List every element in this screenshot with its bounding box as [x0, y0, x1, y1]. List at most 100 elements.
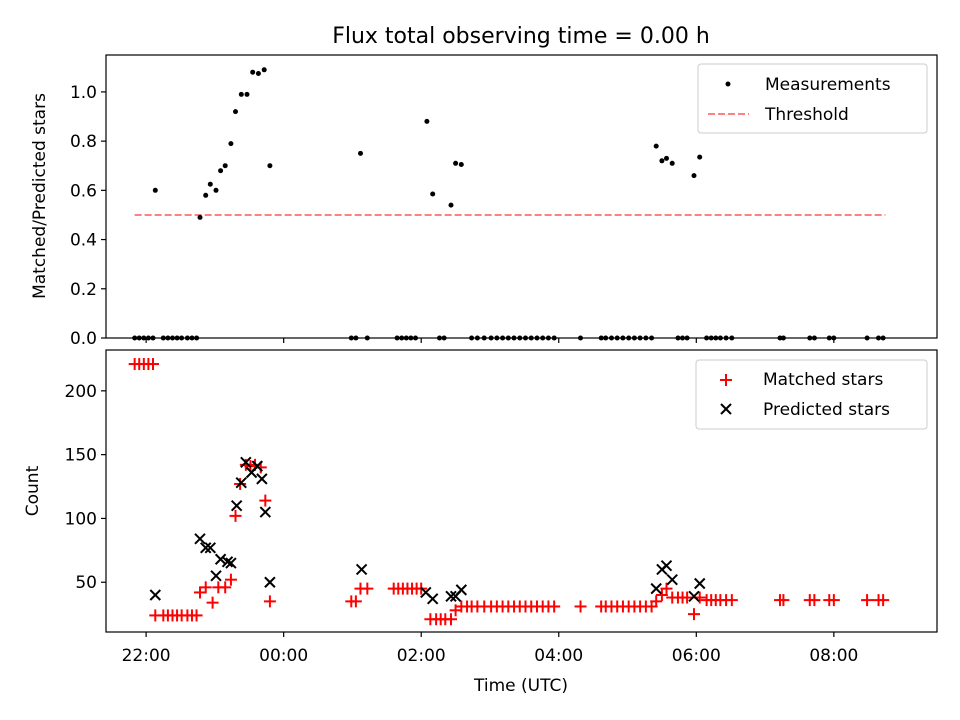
x-tick-label: 04:00	[534, 646, 583, 666]
predicted-stars-point	[194, 533, 206, 545]
x-tick-label: 00:00	[259, 646, 308, 666]
top-y-tick-label: 0.0	[70, 329, 97, 349]
measurement-point	[659, 158, 665, 164]
matched-stars-point	[688, 608, 701, 621]
top-y-axis-label: Matched/Predicted stars	[30, 93, 50, 299]
measurement-point	[458, 162, 464, 167]
matched-stars-point	[445, 613, 458, 626]
matched-stars-point	[146, 358, 159, 371]
matched-stars-point	[827, 594, 840, 607]
bottom-legend-box	[695, 359, 928, 430]
legend-predicted-label: Predicted stars	[763, 400, 890, 420]
predicted-stars-point	[200, 542, 212, 554]
bottom-y-axis-label: Count	[23, 465, 43, 516]
legend-measurements-label: Measurements	[765, 75, 891, 95]
matched-stars-point	[650, 595, 663, 608]
matched-stars-point	[349, 595, 362, 608]
bottom-y-tick-label: 50	[75, 573, 97, 593]
top-y-tick-label: 0.2	[70, 280, 97, 300]
predicted-stars-point	[666, 573, 678, 586]
x-tick-label: 22:00	[122, 646, 171, 666]
legend-threshold-label: Threshold	[764, 105, 849, 125]
measurement-point	[358, 150, 363, 156]
matched-stars-point	[660, 582, 673, 595]
measurement-point	[653, 143, 659, 149]
measurement-point	[250, 69, 256, 75]
predicted-stars-point	[225, 557, 237, 569]
matched-stars-point	[229, 509, 242, 522]
predicted-stars-point	[694, 577, 706, 590]
legend-predicted-marker	[720, 403, 732, 415]
matched-stars-point	[219, 581, 232, 594]
matched-stars-point	[574, 600, 587, 613]
top-y-tick-label: 0.8	[70, 132, 97, 152]
top-y-tick-label: 1.0	[70, 83, 97, 103]
top-legend-box	[697, 63, 928, 134]
predicted-stars-point	[660, 559, 673, 572]
predicted-stars-point	[210, 570, 222, 582]
matched-stars-point	[725, 594, 738, 607]
chart-title: Flux total observing time = 0.00 h	[332, 24, 710, 49]
measurement-point	[213, 187, 219, 193]
matched-stars-point	[206, 596, 219, 609]
measurement-point	[669, 160, 675, 166]
measurement-point	[207, 181, 213, 187]
top-y-tick-label: 0.4	[70, 231, 97, 251]
top-panel: 0.0 0.2 0.4 0.6 0.8 1.0 Matched/Predicted sta…	[30, 54, 938, 349]
matched-stars-point	[224, 573, 237, 586]
matched-stars-point	[861, 594, 874, 607]
measurement-point	[664, 155, 669, 161]
bottom-legend: Matched stars Predicted stars	[695, 359, 928, 430]
measurement-point	[233, 109, 238, 115]
matched-stars-point	[548, 600, 561, 613]
measurement-point	[697, 154, 703, 160]
predicted-stars-point	[445, 590, 457, 602]
measurement-point	[267, 163, 273, 169]
top-legend: Measurements Threshold	[697, 63, 928, 134]
measurement-point	[203, 192, 209, 198]
matched-stars-point	[259, 494, 272, 507]
measurement-point	[453, 160, 459, 166]
matched-stars-point	[190, 609, 203, 622]
predicted-stars-point	[650, 582, 662, 595]
measurement-point	[228, 141, 234, 147]
matched-stars-point	[193, 586, 206, 599]
x-tick-label: 02:00	[397, 646, 446, 666]
predicted-stars-point	[688, 590, 700, 602]
predicted-stars-point	[256, 473, 268, 485]
bottom-y-tick-label: 200	[65, 382, 97, 402]
x-axis-label: Time (UTC)	[473, 676, 568, 696]
measurement-point	[424, 118, 430, 124]
measurement-point	[448, 202, 454, 208]
matched-stars-point	[361, 582, 374, 595]
predicted-stars-point	[259, 506, 272, 518]
predicted-stars-point	[235, 476, 247, 489]
legend-matched-label: Matched stars	[763, 370, 883, 390]
measurement-point	[197, 214, 203, 220]
matched-stars-point	[808, 594, 821, 607]
x-tick-label: 06:00	[672, 646, 721, 666]
predicted-stars-point	[230, 499, 243, 512]
predicted-stars-point	[221, 556, 234, 568]
bottom-panel: 50 100 150 200 22:00 00:00 02:00 04:00 06:00 08:…	[23, 349, 938, 696]
legend-matched-marker	[720, 374, 732, 386]
matched-stars-point	[877, 594, 890, 607]
measurement-point	[218, 168, 224, 174]
x-tick-label: 08:00	[809, 646, 858, 666]
matched-stars-point	[199, 581, 212, 594]
predicted-stars-point	[149, 589, 161, 601]
top-y-tick-label: 0.6	[70, 181, 97, 201]
measurement-point	[691, 173, 697, 179]
matched-stars-point	[777, 594, 790, 607]
measurement-point	[244, 91, 250, 97]
measurement-point	[255, 71, 261, 76]
bottom-y-tick-label: 150	[65, 446, 97, 466]
measurement-point	[238, 91, 244, 97]
predicted-stars-point	[214, 553, 227, 565]
measurement-point	[261, 67, 267, 73]
matched-stars-point	[263, 595, 276, 608]
predicted-stars-point	[355, 563, 368, 576]
predicted-stars-point	[264, 576, 276, 588]
bottom-y-tick-label: 100	[65, 509, 97, 529]
